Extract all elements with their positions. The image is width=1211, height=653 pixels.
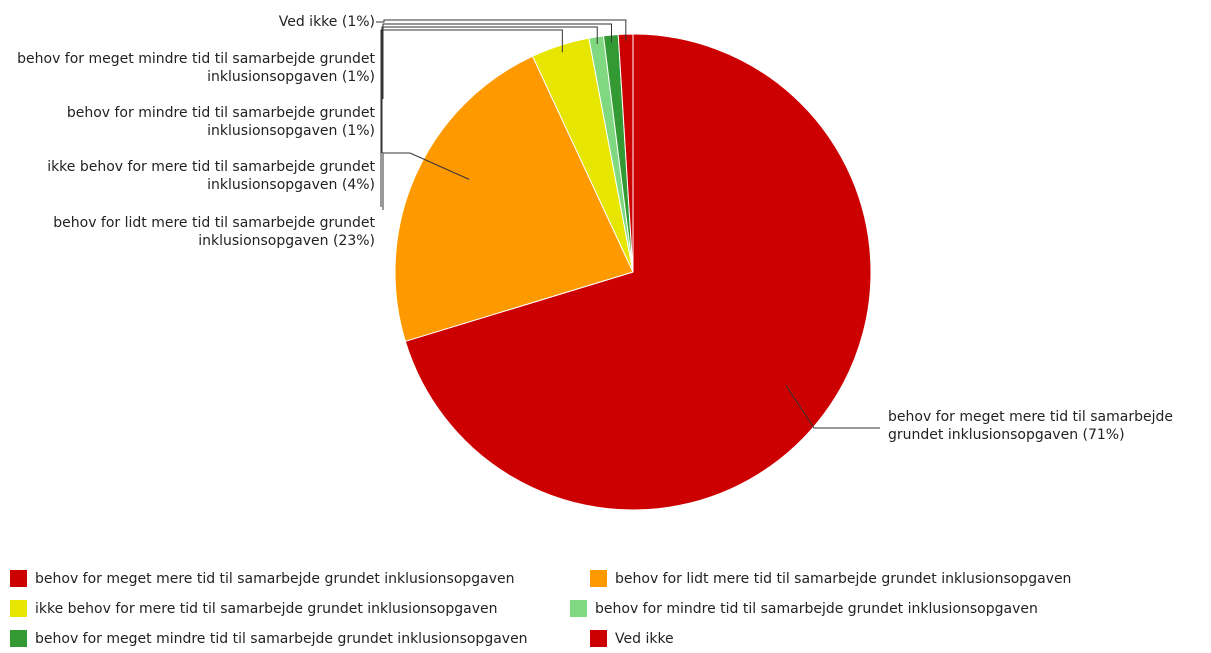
legend-swatch	[10, 600, 27, 617]
data-label: behov for meget mere tid til samarbejde …	[888, 408, 1211, 444]
label-value: (71%)	[1082, 427, 1125, 443]
legend-label: behov for mindre tid til samarbejde grun…	[595, 600, 1038, 617]
legend-swatch	[570, 600, 587, 617]
label-value: (1%)	[341, 123, 375, 139]
legend-swatch	[590, 630, 607, 647]
leader-line	[785, 385, 880, 429]
label-value: (1%)	[341, 14, 375, 30]
data-label: Ved ikke (1%)	[5, 13, 375, 31]
leader-line	[382, 23, 612, 99]
pie-slice	[394, 55, 634, 342]
data-label: ikke behov for mere tid til samarbejde g…	[5, 158, 375, 194]
label-text: behov for mindre tid til samarbejde grun…	[5, 104, 375, 140]
pie-slice	[404, 33, 872, 511]
legend-item: behov for lidt mere tid til samarbejde g…	[590, 570, 1071, 587]
data-label: behov for mindre tid til samarbejde grun…	[5, 104, 375, 140]
leader-line	[381, 26, 598, 153]
label-text: behov for meget mere tid til samarbejde …	[888, 408, 1211, 444]
leader-line	[376, 19, 627, 42]
label-category: behov for lidt mere tid til samarbejde g…	[53, 215, 375, 249]
label-category: behov for mindre tid til samarbejde grun…	[66, 105, 375, 139]
data-label: behov for lidt mere tid til samarbejde g…	[5, 214, 375, 250]
label-category: ikke behov for mere tid til samarbejde g…	[47, 159, 375, 193]
label-category: Ved ikke	[278, 14, 338, 30]
label-text: behov for lidt mere tid til samarbejde g…	[5, 214, 375, 250]
legend-item: Ved ikke	[590, 630, 674, 647]
leader-line	[380, 29, 563, 207]
legend-swatch	[10, 570, 27, 587]
legend-item: behov for meget mindre tid til samarbejd…	[10, 630, 528, 647]
legend-label: Ved ikke	[615, 630, 674, 647]
label-value: (1%)	[341, 69, 375, 85]
legend-swatch	[10, 630, 27, 647]
legend-label: behov for meget mindre tid til samarbejd…	[35, 630, 528, 647]
legend-swatch	[590, 570, 607, 587]
legend-label: behov for meget mere tid til samarbejde …	[35, 570, 515, 587]
label-text: ikke behov for mere tid til samarbejde g…	[5, 158, 375, 194]
legend-item: behov for meget mere tid til samarbejde …	[10, 570, 515, 587]
label-category: behov for meget mindre tid til samarbejd…	[17, 51, 375, 85]
legend-item: behov for mindre tid til samarbejde grun…	[570, 600, 1038, 617]
label-text: Ved ikke (1%)	[5, 13, 375, 31]
label-text: behov for meget mindre tid til samarbejd…	[5, 50, 375, 86]
legend-item: ikke behov for mere tid til samarbejde g…	[10, 600, 498, 617]
label-category: behov for meget mere tid til samarbejde …	[888, 409, 1173, 443]
label-value: (4%)	[341, 177, 375, 193]
legend-label: ikke behov for mere tid til samarbejde g…	[35, 600, 498, 617]
data-label: behov for meget mindre tid til samarbejd…	[5, 50, 375, 86]
leader-line	[382, 152, 470, 210]
legend-label: behov for lidt mere tid til samarbejde g…	[615, 570, 1072, 587]
label-value: (23%)	[332, 233, 375, 249]
